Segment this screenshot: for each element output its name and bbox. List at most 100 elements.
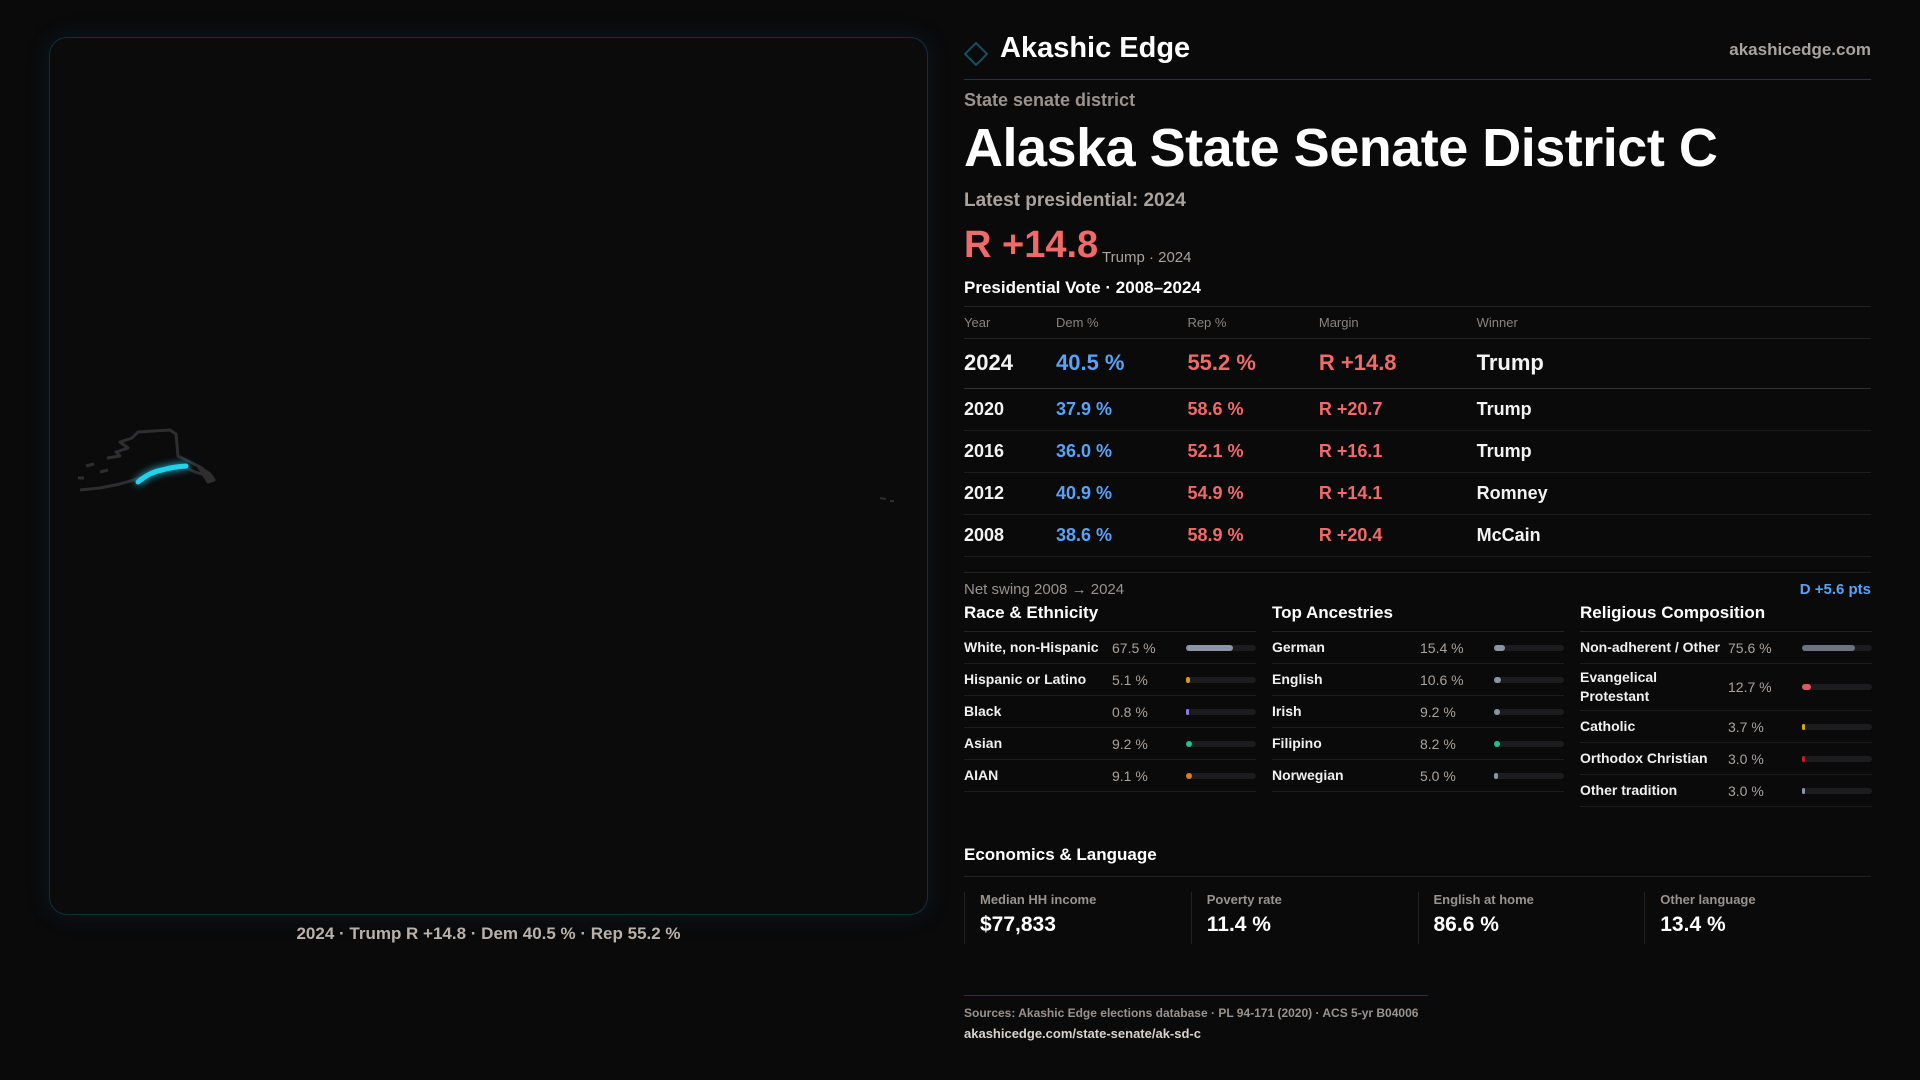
cell-rep: 58.9 % bbox=[1187, 514, 1319, 557]
item-value: 5.1 % bbox=[1112, 671, 1148, 688]
item-bar-fill bbox=[1186, 644, 1234, 651]
item-bar bbox=[1494, 708, 1564, 715]
item-bar bbox=[1186, 676, 1256, 683]
item-label: Irish bbox=[1272, 703, 1302, 719]
list-item: Hispanic or Latino 5.1 % bbox=[964, 664, 1256, 696]
item-value: 0.8 % bbox=[1112, 703, 1148, 720]
net-swing-label: Net swing 2008 → 2024 bbox=[964, 581, 1125, 598]
list-item: German 15.4 % bbox=[1272, 632, 1564, 664]
table-row: 2024 40.5 % 55.2 % R +14.8 Trump bbox=[964, 338, 1871, 389]
cell-year: 2012 bbox=[964, 472, 1056, 515]
race-section: Race & Ethnicity White, non-Hispanic 67.5 … bbox=[964, 602, 1256, 807]
list-item: Norwegian 5.0 % bbox=[1272, 760, 1564, 792]
page-url[interactable]: akashicedge.com/state-senate/ak-sd-c bbox=[964, 1026, 1201, 1041]
list-item: Catholic 3.7 % bbox=[1580, 711, 1872, 743]
item-bar-fill bbox=[1494, 708, 1501, 715]
list-item: White, non-Hispanic 67.5 % bbox=[964, 632, 1256, 664]
item-label: Hispanic or Latino bbox=[964, 671, 1087, 687]
item-bar bbox=[1186, 708, 1256, 715]
latest-presidential: Latest presidential: 2024 bbox=[964, 190, 1186, 211]
item-value: 9.1 % bbox=[1112, 767, 1148, 784]
stat-label: Median HH income bbox=[980, 892, 1097, 907]
list-item: Other tradition 3.0 % bbox=[1580, 775, 1872, 807]
sources: Sources: Akashic Edge elections database… bbox=[964, 1006, 1419, 1020]
economics-cards: Median HH income $77,833 Poverty rate 11.4 … bbox=[964, 892, 1871, 944]
item-value: 9.2 % bbox=[1112, 735, 1148, 752]
item-label: German bbox=[1272, 639, 1325, 655]
item-label: Non-adherent / Other bbox=[1580, 639, 1721, 655]
item-value: 3.0 % bbox=[1728, 782, 1764, 799]
list-item: Evangelical Protestant 12.7 % bbox=[1580, 664, 1872, 711]
list-item: Black 0.8 % bbox=[964, 696, 1256, 728]
item-bar-fill bbox=[1186, 740, 1193, 747]
cell-dem: 40.9 % bbox=[1056, 472, 1188, 515]
item-value: 15.4 % bbox=[1420, 639, 1464, 656]
item-bar-fill bbox=[1186, 676, 1190, 683]
district-type: State senate district bbox=[964, 90, 1136, 110]
item-label: White, non-Hispanic bbox=[964, 639, 1099, 655]
table-row: 2016 36.0 % 52.1 % R +16.1 Trump bbox=[964, 430, 1871, 473]
item-bar bbox=[1186, 772, 1256, 779]
cell-margin: R +20.7 bbox=[1318, 388, 1477, 431]
item-label: AIAN bbox=[964, 767, 999, 783]
brand-name[interactable]: Akashic Edge bbox=[1000, 32, 1191, 64]
item-label: Evangelical Protestant bbox=[1580, 669, 1658, 704]
item-label: Black bbox=[964, 703, 1002, 719]
cell-winner: Trump bbox=[1476, 338, 1871, 389]
site-link[interactable]: akashicedge.com bbox=[1729, 40, 1871, 59]
column-header: Margin bbox=[1318, 308, 1477, 339]
table-row: 2020 37.9 % 58.6 % R +20.7 Trump bbox=[964, 388, 1871, 431]
cell-rep: 52.1 % bbox=[1187, 430, 1319, 473]
district-map[interactable] bbox=[49, 37, 928, 915]
item-label: Other tradition bbox=[1580, 782, 1678, 798]
list-item: Irish 9.2 % bbox=[1272, 696, 1564, 728]
section-title: Religious Composition bbox=[1580, 602, 1872, 632]
list-item: English 10.6 % bbox=[1272, 664, 1564, 696]
item-label: Norwegian bbox=[1272, 767, 1344, 783]
item-value: 9.2 % bbox=[1420, 703, 1456, 720]
list-item: AIAN 9.1 % bbox=[964, 760, 1256, 792]
cell-year: 2020 bbox=[964, 388, 1056, 431]
cell-winner: Trump bbox=[1476, 430, 1871, 473]
cell-year: 2024 bbox=[964, 338, 1056, 389]
cell-year: 2008 bbox=[964, 514, 1056, 557]
item-bar-fill bbox=[1494, 772, 1498, 779]
column-header: Winner bbox=[1476, 308, 1871, 339]
economics-title: Economics & Language bbox=[964, 845, 1871, 877]
item-bar-fill bbox=[1802, 684, 1811, 690]
item-bar bbox=[1186, 740, 1256, 747]
item-label: English bbox=[1272, 671, 1323, 687]
net-swing: Net swing 2008 → 2024 D +5.6 pts bbox=[964, 572, 1871, 598]
item-bar-fill bbox=[1494, 644, 1505, 651]
item-label: Asian bbox=[964, 735, 1003, 751]
item-bar bbox=[1494, 676, 1564, 683]
headline-margin: R +14.8 bbox=[964, 224, 1099, 266]
item-value: 12.7 % bbox=[1728, 679, 1772, 695]
table-row: 2012 40.9 % 54.9 % R +14.1 Romney bbox=[964, 472, 1871, 515]
ancestry-section: Top Ancestries German 15.4 % English 10.6 % I… bbox=[1272, 602, 1564, 807]
item-bar-fill bbox=[1186, 772, 1193, 779]
presidential-title: Presidential Vote · 2008–2024 bbox=[964, 278, 1871, 307]
item-bar bbox=[1802, 755, 1872, 762]
item-label: Orthodox Christian bbox=[1580, 750, 1708, 766]
cell-margin: R +20.4 bbox=[1318, 514, 1477, 557]
cell-rep: 55.2 % bbox=[1187, 338, 1319, 389]
cell-dem: 37.9 % bbox=[1056, 388, 1188, 431]
column-header: Year bbox=[964, 308, 1056, 339]
cell-margin: R +14.1 bbox=[1318, 472, 1477, 515]
item-bar bbox=[1802, 644, 1872, 651]
item-bar bbox=[1494, 772, 1564, 779]
cell-dem: 38.6 % bbox=[1056, 514, 1188, 557]
list-item: Filipino 8.2 % bbox=[1272, 728, 1564, 760]
stat-card: English at home 86.6 % bbox=[1417, 892, 1645, 944]
alaska-outline bbox=[78, 428, 216, 492]
item-value: 3.0 % bbox=[1728, 750, 1764, 767]
item-bar bbox=[1802, 787, 1872, 794]
item-bar-fill bbox=[1186, 708, 1189, 715]
list-item: Orthodox Christian 3.0 % bbox=[1580, 743, 1872, 775]
district-highlight bbox=[135, 463, 189, 485]
stat-value: 13.4 % bbox=[1660, 913, 1726, 936]
item-value: 75.6 % bbox=[1728, 639, 1772, 656]
stat-card: Other language 13.4 % bbox=[1644, 892, 1871, 944]
stat-card: Poverty rate 11.4 % bbox=[1190, 892, 1418, 944]
